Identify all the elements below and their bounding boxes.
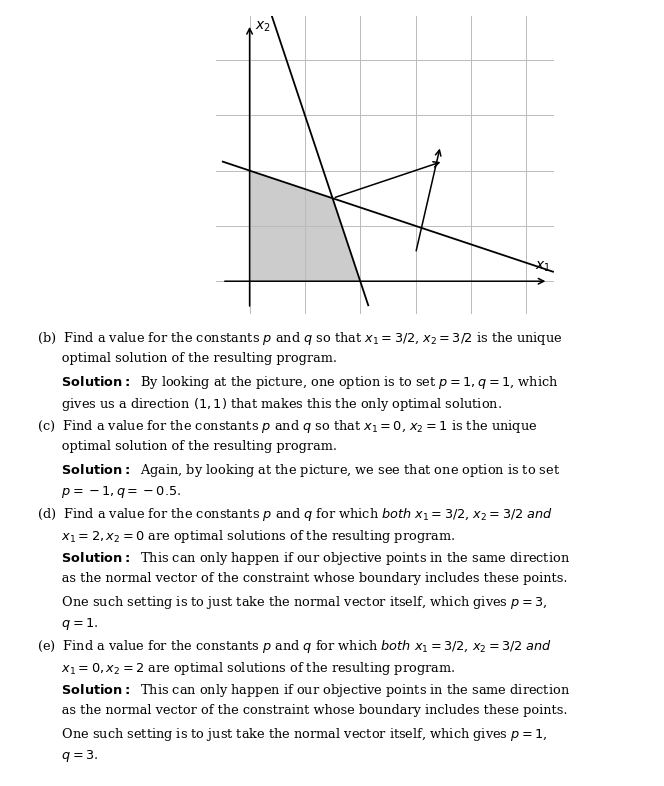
Text: $q = 1$.: $q = 1$. [37,615,98,632]
Text: $x_2$: $x_2$ [255,20,271,34]
Text: $\mathbf{Solution:}$  Again, by looking at the picture, we see that one option i: $\mathbf{Solution:}$ Again, by looking a… [37,462,560,479]
Text: $x_1 = 2, x_2 = 0$ are optimal solutions of the resulting program.: $x_1 = 2, x_2 = 0$ are optimal solutions… [37,528,455,545]
Text: as the normal vector of the constraint whose boundary includes these points.: as the normal vector of the constraint w… [37,703,567,717]
Text: $\mathbf{Solution:}$  By looking at the picture, one option is to set $p = 1, q : $\mathbf{Solution:}$ By looking at the p… [37,374,558,391]
Text: $\mathbf{Solution:}$  This can only happen if our objective points in the same d: $\mathbf{Solution:}$ This can only happe… [37,681,570,699]
Text: optimal solution of the resulting program.: optimal solution of the resulting progra… [37,352,337,365]
Text: One such setting is to just take the normal vector itself, which gives $p = 1$,: One such setting is to just take the nor… [37,725,547,743]
Text: (b)  Find a value for the constants $p$ and $q$ so that $x_1 = 3/2$, $x_2 = 3/2$: (b) Find a value for the constants $p$ a… [37,330,562,347]
Text: $x_1$: $x_1$ [535,259,550,274]
Text: (c)  Find a value for the constants $p$ and $q$ so that $x_1 = 0$, $x_2 = 1$ is : (c) Find a value for the constants $p$ a… [37,418,537,435]
Text: One such setting is to just take the normal vector itself, which gives $p = 3$,: One such setting is to just take the nor… [37,593,547,611]
Text: $\mathbf{Solution:}$  This can only happen if our objective points in the same d: $\mathbf{Solution:}$ This can only happe… [37,550,570,567]
Text: optimal solution of the resulting program.: optimal solution of the resulting progra… [37,440,337,453]
Text: as the normal vector of the constraint whose boundary includes these points.: as the normal vector of the constraint w… [37,571,567,585]
Polygon shape [250,171,361,281]
Text: (d)  Find a value for the constants $p$ and $q$ for which $\mathit{both}$ $x_1 =: (d) Find a value for the constants $p$ a… [37,506,552,523]
Text: $x_1 = 0, x_2 = 2$ are optimal solutions of the resulting program.: $x_1 = 0, x_2 = 2$ are optimal solutions… [37,659,455,677]
Text: $q = 3$.: $q = 3$. [37,747,98,764]
Text: $p = -1, q = -0.5$.: $p = -1, q = -0.5$. [37,484,181,500]
Text: gives us a direction $(1, 1)$ that makes this the only optimal solution.: gives us a direction $(1, 1)$ that makes… [37,396,501,413]
Text: (e)  Find a value for the constants $p$ and $q$ for which $\mathit{both}$ $x_1 =: (e) Find a value for the constants $p$ a… [37,637,552,655]
